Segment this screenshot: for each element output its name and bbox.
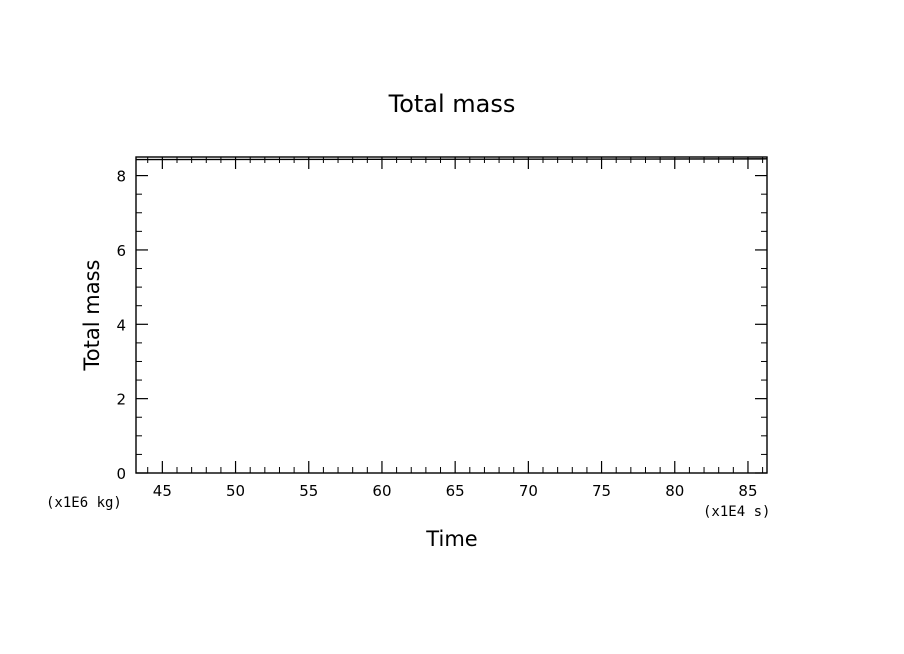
x-tick-label: 85 [738,482,757,500]
chart-title: Total mass [388,90,516,118]
x-unit-label: (x1E4 s) [703,504,770,520]
plot-frame [135,156,768,474]
x-tick-label: 65 [446,482,465,500]
x-tick-label: 60 [372,482,391,500]
y-axis-label: Total mass [80,260,104,372]
y-tick-label: 6 [116,242,126,260]
ticks-layer [136,156,767,474]
series-layer [135,158,768,161]
y-unit-label: (x1E6 kg) [46,495,122,511]
x-tick-label: 50 [226,482,245,500]
x-tick-label: 55 [299,482,318,500]
x-tick-label: 45 [153,482,172,500]
x-tick-label: 80 [665,482,684,500]
series-line [135,158,768,161]
x-tick-label: 70 [519,482,538,500]
y-tick-label: 0 [116,465,126,483]
tick-labels-layer: 45 50 55 60 65 70 75 80 85 0 2 4 6 8 [116,168,757,500]
y-tick-label: 8 [116,168,126,186]
y-tick-label: 2 [116,391,126,409]
x-tick-label: 75 [592,482,611,500]
y-tick-label: 4 [116,316,126,334]
x-axis-label: Time [425,527,477,551]
